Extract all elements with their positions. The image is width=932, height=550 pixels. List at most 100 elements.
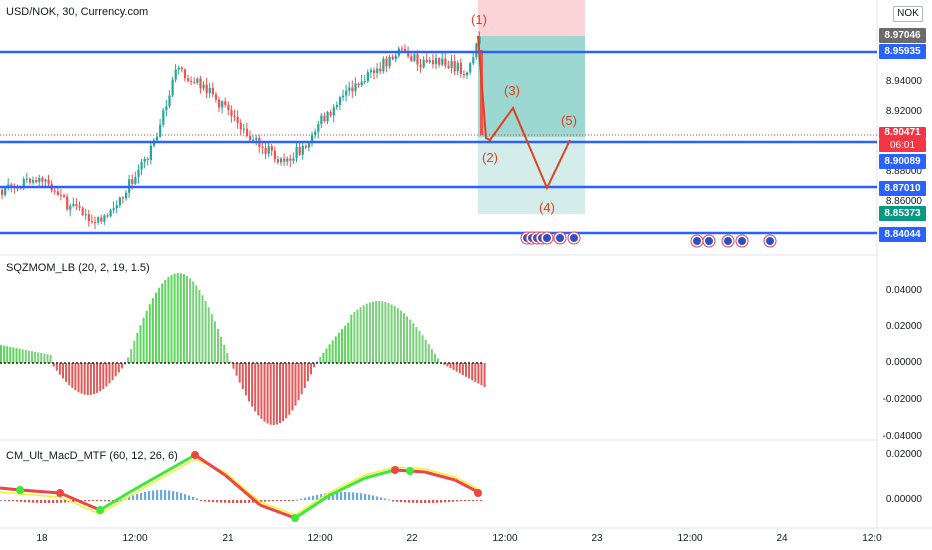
candle-body bbox=[59, 194, 63, 196]
take-profit-zone-lower bbox=[478, 137, 585, 214]
candle-body bbox=[276, 159, 280, 163]
macd-histogram-bar bbox=[396, 500, 399, 502]
macd-histogram-bar bbox=[476, 500, 479, 501]
countdown-tag: 06:01 bbox=[879, 139, 926, 152]
symbol-legend[interactable]: USD/NOK, 30, Currency.com bbox=[6, 6, 149, 18]
squeeze-histogram-bar bbox=[241, 363, 244, 390]
candle-body bbox=[53, 190, 56, 192]
macd-histogram-bar bbox=[432, 500, 435, 503]
macd-cross-dot bbox=[191, 451, 199, 459]
macd-tick: 0.00000 bbox=[885, 494, 922, 505]
macd-histogram-bar bbox=[200, 500, 203, 502]
candle-body bbox=[171, 79, 174, 96]
squeeze-histogram-bar bbox=[248, 363, 250, 402]
candle-body bbox=[255, 137, 258, 140]
squeeze-histogram-bar bbox=[210, 314, 213, 363]
candle-body bbox=[25, 178, 28, 180]
macd-line-segment bbox=[164, 453, 196, 474]
candle-body bbox=[97, 217, 100, 223]
candle-body bbox=[376, 68, 379, 74]
macd-histogram-bar bbox=[28, 500, 31, 503]
squeeze-histogram-bar bbox=[260, 363, 263, 419]
candle-body bbox=[444, 58, 447, 66]
squeeze-histogram-bar bbox=[337, 332, 340, 363]
squeeze-histogram-bar bbox=[319, 356, 322, 363]
squeeze-histogram-bar bbox=[378, 301, 381, 363]
candle-body bbox=[227, 105, 230, 111]
time-tick: 22 bbox=[406, 533, 418, 544]
candle-body bbox=[428, 60, 431, 63]
squeeze-histogram-bar bbox=[350, 314, 353, 363]
squeeze-histogram-bar bbox=[257, 363, 260, 416]
squeeze-histogram-bar bbox=[120, 363, 123, 369]
squeeze-histogram-bar bbox=[179, 273, 182, 363]
macd-histogram-bar bbox=[0, 500, 3, 501]
candle-body bbox=[81, 207, 84, 215]
candle-body bbox=[252, 139, 255, 141]
squeeze-histogram-bar bbox=[232, 363, 235, 369]
price-tag-level2: 8.90089 bbox=[879, 154, 926, 169]
squeeze-histogram-bar bbox=[275, 363, 278, 425]
squeeze-histogram-bar bbox=[176, 273, 179, 363]
candle-body bbox=[438, 58, 441, 65]
candle-body bbox=[187, 78, 190, 81]
macd-histogram-bar bbox=[272, 500, 275, 502]
currency-box[interactable]: NOK bbox=[893, 6, 923, 22]
time-tick: 24 bbox=[776, 533, 788, 544]
squeeze-histogram-bar bbox=[21, 349, 24, 363]
candle-body bbox=[345, 90, 348, 96]
squeeze-histogram-bar bbox=[217, 328, 219, 363]
macd-histogram-bar bbox=[440, 500, 443, 503]
squeeze-histogram-bar bbox=[325, 348, 328, 363]
squeeze-histogram-bar bbox=[127, 357, 130, 363]
squeeze-histogram-bar bbox=[46, 354, 49, 363]
macd-histogram-bar bbox=[216, 500, 219, 503]
event-flag-icon bbox=[570, 234, 578, 242]
macd-legend[interactable]: CM_Ult_MacD_MTF (60, 12, 26, 6) bbox=[6, 450, 178, 462]
macd-histogram-bar bbox=[64, 500, 67, 503]
macd-histogram-bar bbox=[368, 494, 371, 500]
macd-histogram-bar bbox=[196, 498, 199, 500]
macd-histogram-bar bbox=[364, 493, 367, 500]
candle-body bbox=[177, 67, 180, 70]
squeeze-histogram-bar bbox=[182, 274, 185, 363]
squeeze-histogram-bar bbox=[452, 363, 455, 370]
macd-line-segment bbox=[194, 453, 226, 477]
squeeze-histogram-bar bbox=[89, 363, 92, 395]
squeeze-histogram-bar bbox=[396, 308, 399, 363]
event-flag-icon bbox=[738, 237, 746, 245]
price-tag-top: 8.97046 bbox=[879, 28, 926, 43]
time-tick: 21 bbox=[222, 533, 234, 544]
sqzmom-legend[interactable]: SQZMOM_LB (20, 2, 19, 1.5) bbox=[6, 262, 150, 274]
squeeze-histogram-bar bbox=[229, 361, 232, 363]
event-flag-icon bbox=[766, 237, 774, 245]
macd-cross-dot bbox=[291, 514, 299, 522]
macd-histogram-bar bbox=[140, 492, 143, 500]
macd-histogram-bar bbox=[428, 500, 431, 503]
candle-body bbox=[174, 69, 177, 80]
squeeze-histogram-bar bbox=[148, 304, 151, 363]
candle-body bbox=[453, 60, 456, 72]
macd-histogram-bar bbox=[92, 500, 95, 501]
candle-body bbox=[351, 87, 354, 92]
macd-histogram-bar bbox=[340, 492, 343, 500]
wave-label-5: (5) bbox=[561, 113, 577, 128]
macd-histogram-bar bbox=[248, 500, 251, 503]
candle-body bbox=[218, 99, 221, 108]
candle-body bbox=[63, 195, 66, 197]
squeeze-histogram-bar bbox=[74, 363, 77, 391]
candle-body bbox=[202, 84, 205, 89]
macd-line-segment bbox=[294, 493, 331, 520]
squeeze-histogram-bar bbox=[213, 321, 216, 363]
candle-body bbox=[230, 110, 233, 117]
squeeze-histogram-bar bbox=[27, 350, 30, 363]
candle-body bbox=[407, 51, 410, 57]
squeeze-histogram-bar bbox=[409, 319, 412, 363]
macd-histogram-bar bbox=[356, 492, 359, 500]
candle-body bbox=[183, 69, 187, 79]
event-flag-icon bbox=[556, 234, 564, 242]
candle-body bbox=[373, 70, 376, 74]
candle-body bbox=[264, 147, 267, 154]
candle-body bbox=[295, 146, 298, 159]
